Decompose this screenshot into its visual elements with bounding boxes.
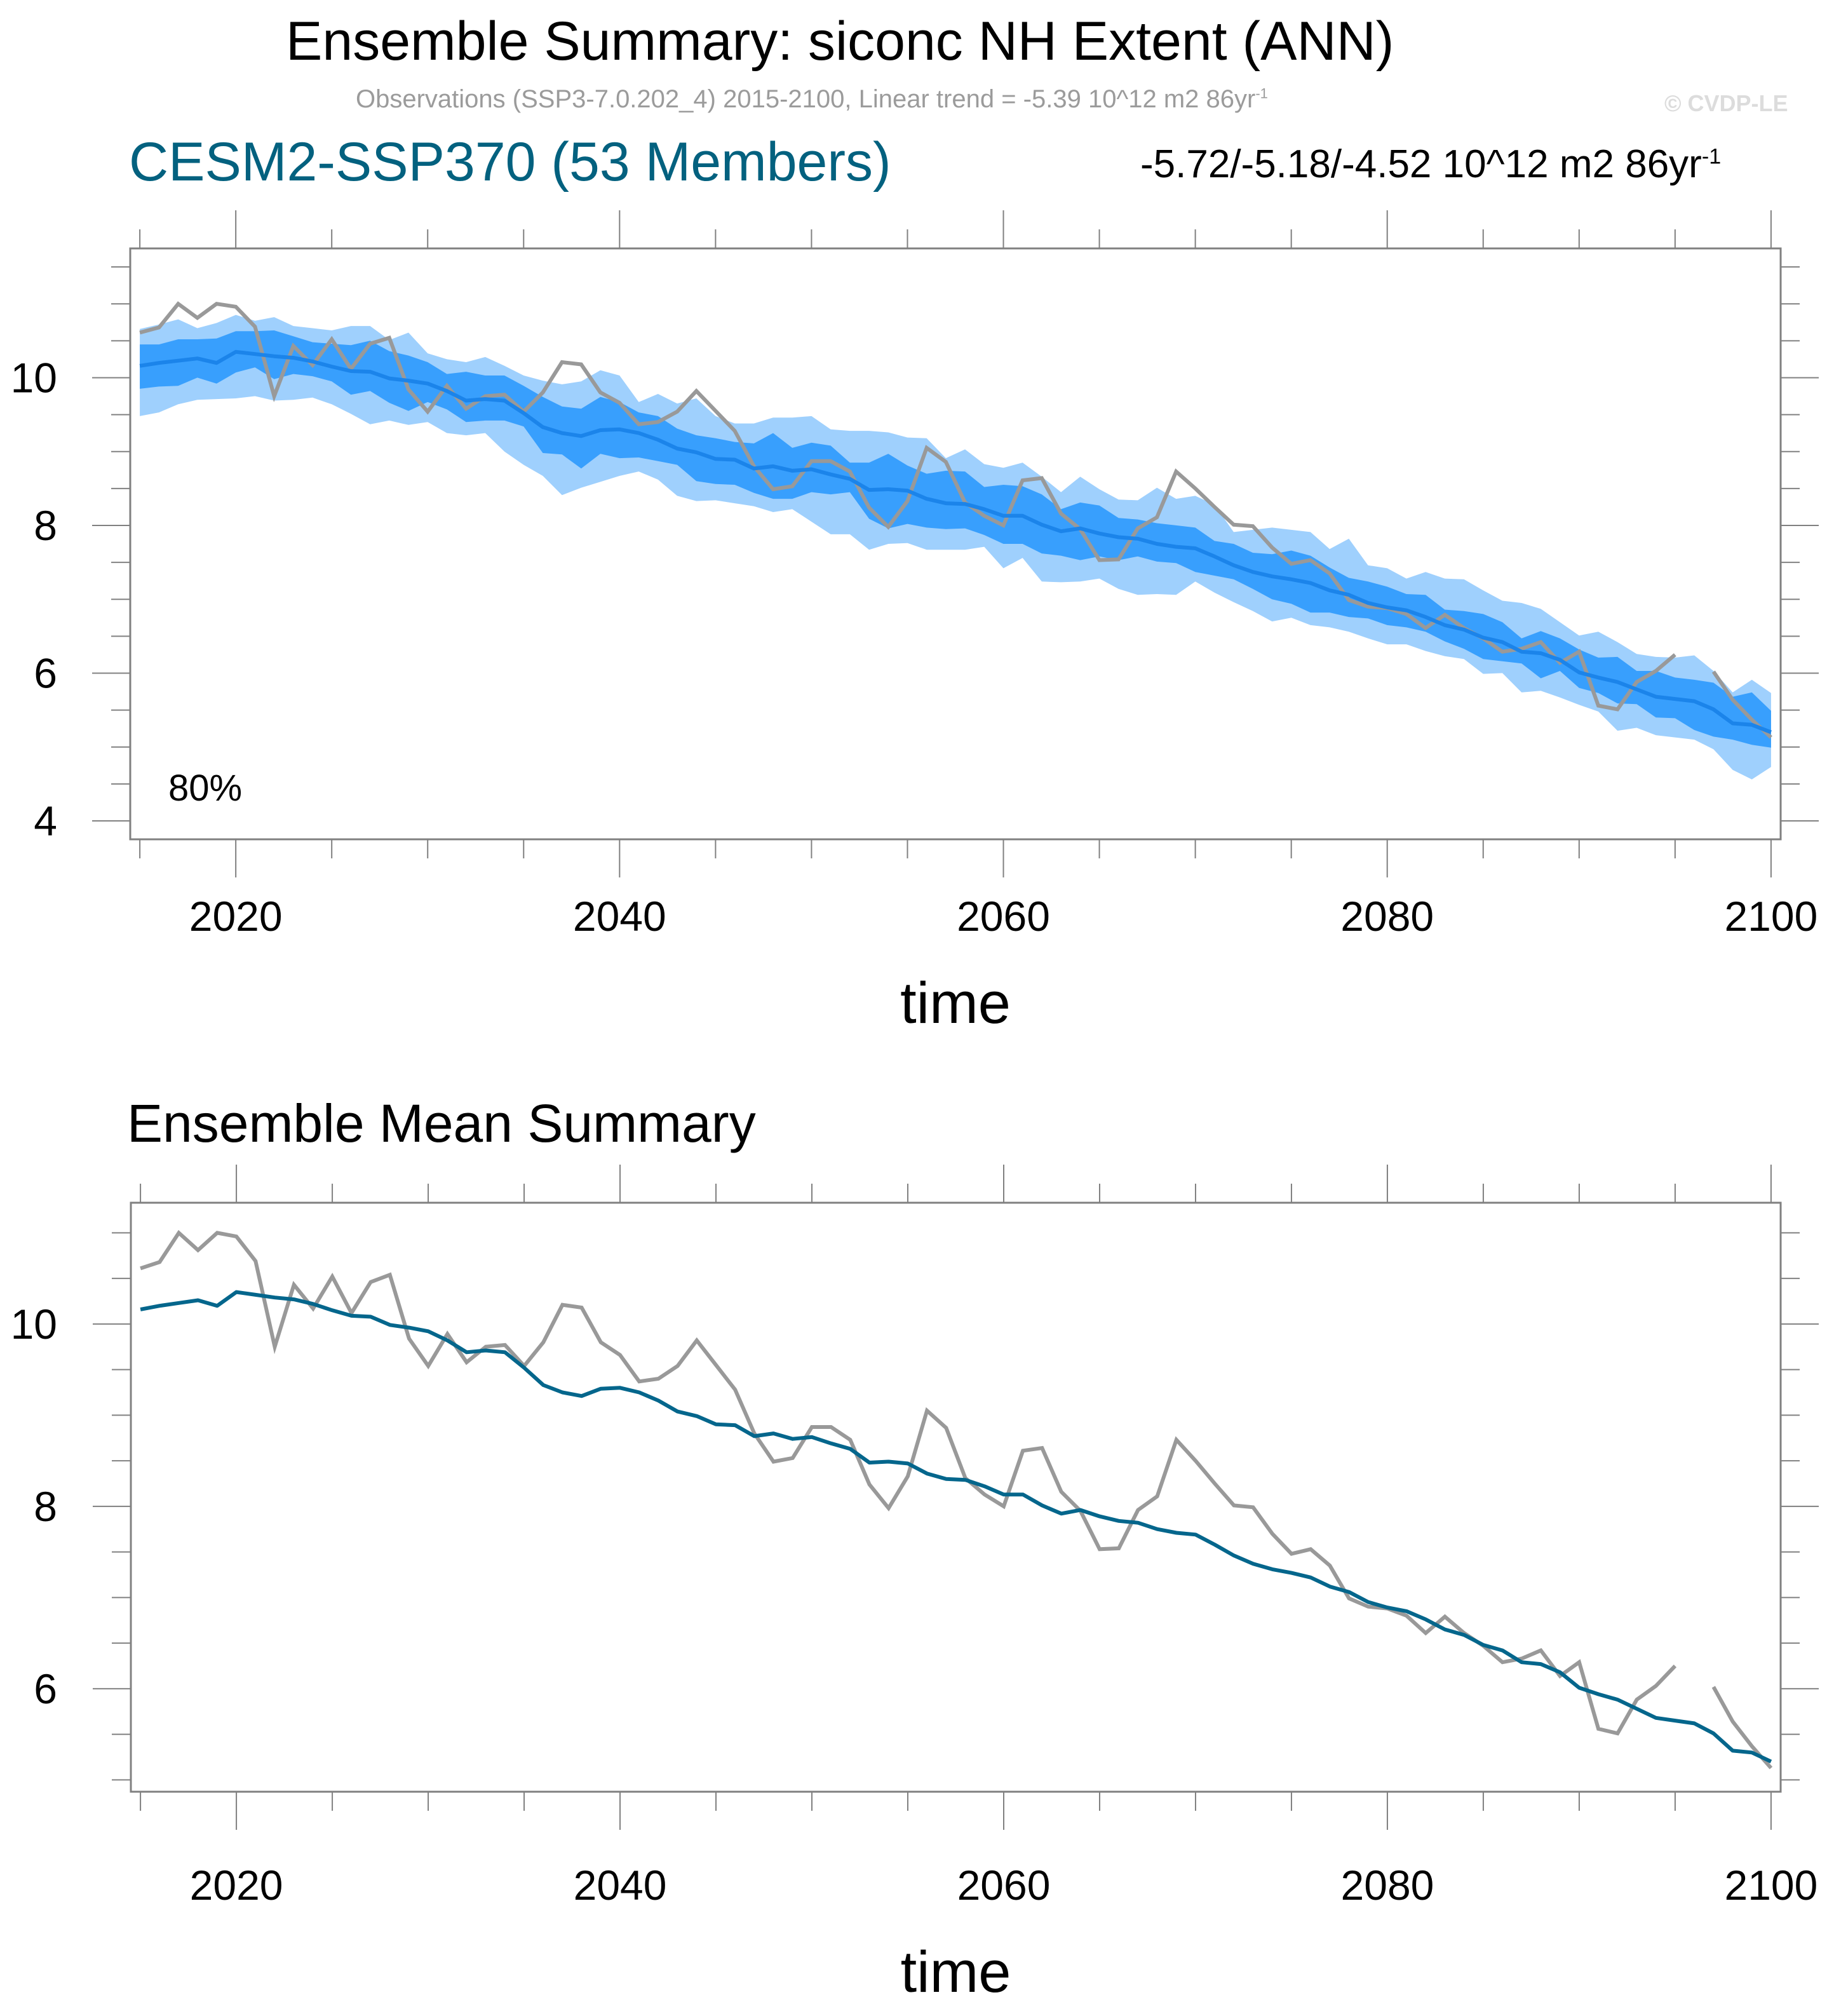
observations-line	[139, 301, 1676, 712]
x-tick-label: 2080	[1340, 893, 1434, 940]
chart-title: Ensemble Summary: siconc NH Extent (ANN)	[286, 11, 1394, 72]
y-tick-label: 6	[34, 1665, 57, 1712]
model-label: CESM2-SSP370 (53 Members)	[129, 132, 891, 193]
x-tick-label: 2100	[1724, 1862, 1817, 1909]
x-tick-label: 2060	[957, 893, 1050, 940]
watermark: © CVDP-LE	[1664, 90, 1788, 116]
x-axis-title: time	[900, 971, 1011, 1036]
x-tick-label: 2060	[957, 1862, 1051, 1909]
ensemble-mean-panel-title: Ensemble Mean Summary	[127, 1093, 756, 1153]
trend-range-label: -5.72/-5.18/-4.52 10^12 m2 86yr-1	[1140, 145, 1721, 184]
x-tick-label: 2100	[1724, 893, 1817, 940]
plot-frame	[130, 1201, 1782, 1793]
plot-frame	[129, 247, 1782, 841]
observations-subtitle-text: Observations (SSP3-7.0.202_4) 2015-2100,…	[356, 85, 1256, 113]
x-tick-label: 2040	[573, 893, 666, 940]
trend-range-text: -5.72/-5.18/-4.52 10^12 m2 86yr	[1140, 142, 1702, 186]
x-tick-label: 2080	[1341, 1862, 1434, 1909]
y-tick-label: 8	[34, 502, 57, 549]
x-tick-label: 2040	[574, 1862, 667, 1909]
percentile-annotation: 80%	[168, 768, 242, 809]
observations-subtitle-exponent: -1	[1255, 85, 1268, 102]
ensemble-mean-line	[139, 349, 1772, 734]
y-tick-label: 10	[11, 354, 57, 401]
observations-subtitle: Observations (SSP3-7.0.202_4) 2015-2100,…	[356, 86, 1268, 112]
y-tick-label: 6	[34, 649, 57, 696]
ensemble-mean-line	[140, 1290, 1772, 1764]
y-tick-label: 4	[34, 797, 57, 844]
top-panel: 2020 2040 2060 2080 2100 4 6 8 10 time 80%	[11, 210, 1819, 1036]
y-tick-label: 8	[34, 1483, 57, 1530]
x-tick-label: 2020	[189, 893, 283, 940]
trend-range-exponent: -1	[1701, 144, 1722, 169]
y-tick-label: 10	[11, 1301, 57, 1348]
observations-line	[140, 1229, 1677, 1736]
bottom-panel: 2020 2040 2060 2080 2100 6 8 10 time	[11, 1165, 1819, 2005]
x-axis-title: time	[901, 1940, 1011, 2005]
band-25-75-percentile	[140, 330, 1771, 748]
x-tick-label: 2020	[190, 1862, 283, 1909]
